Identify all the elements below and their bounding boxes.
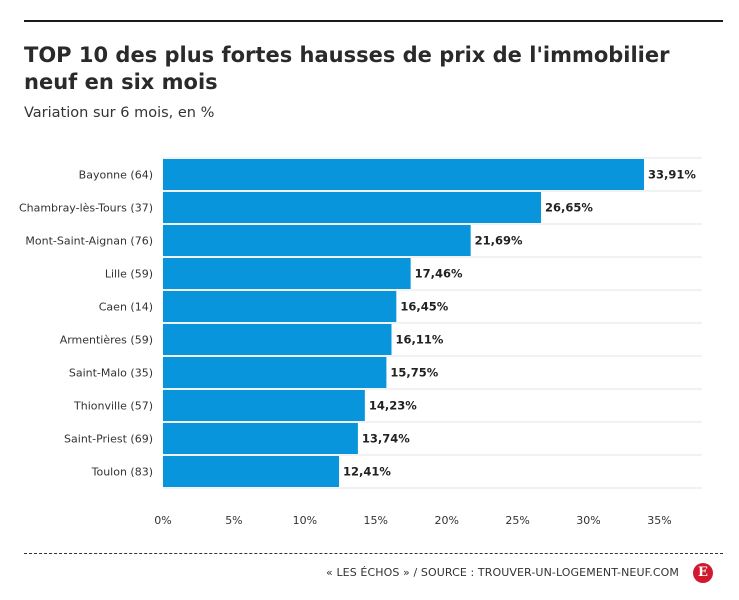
category-label: Caen (14) xyxy=(99,301,153,314)
category-label: Lille (59) xyxy=(105,268,153,281)
data-label: 13,74% xyxy=(362,432,410,446)
bar xyxy=(163,357,387,388)
bar-chart: Bayonne (64) 33,91% Chambray-lès-Tours (37… xyxy=(19,157,702,527)
x-tick-label: 0% xyxy=(154,514,171,527)
data-label: 12,41% xyxy=(343,465,391,479)
x-tick-label: 20% xyxy=(434,514,458,527)
category-label: Mont-Saint-Aignan (76) xyxy=(25,235,153,248)
top-rule xyxy=(24,20,723,22)
footer-rule xyxy=(24,553,723,554)
category-label: Saint-Malo (35) xyxy=(69,367,153,380)
bar xyxy=(163,456,340,487)
source-note: « LES ÉCHOS » / SOURCE : TROUVER-UN-LOGE… xyxy=(326,566,679,579)
data-label: 17,46% xyxy=(415,267,463,281)
x-tick-label: 10% xyxy=(293,514,317,527)
bar xyxy=(163,291,397,322)
x-tick-label: 15% xyxy=(364,514,388,527)
x-tick-label: 25% xyxy=(505,514,529,527)
data-label: 16,11% xyxy=(396,333,444,347)
bar xyxy=(163,390,365,421)
chart-subtitle: Variation sur 6 mois, en % xyxy=(24,105,215,121)
bar xyxy=(163,225,471,256)
x-tick-label: 35% xyxy=(647,514,671,527)
category-label: Saint-Priest (69) xyxy=(64,433,153,446)
bar xyxy=(163,159,644,190)
data-label: 14,23% xyxy=(369,399,417,413)
chart-title: TOP 10 des plus fortes hausses de prix d… xyxy=(24,43,670,94)
category-label: Thionville (57) xyxy=(73,400,153,413)
category-label: Toulon (83) xyxy=(91,466,153,479)
bar xyxy=(163,192,542,223)
data-label: 15,75% xyxy=(390,366,438,380)
category-label: Bayonne (64) xyxy=(79,169,153,182)
les-echos-logo: E xyxy=(693,563,713,583)
x-tick-label: 30% xyxy=(576,514,600,527)
category-label: Chambray-lès-Tours (37) xyxy=(19,202,153,215)
bar xyxy=(163,324,392,355)
category-label: Armentières (59) xyxy=(60,334,153,347)
bar xyxy=(163,258,411,289)
bar xyxy=(163,423,358,454)
data-label: 26,65% xyxy=(545,201,593,215)
x-tick-label: 5% xyxy=(225,514,242,527)
data-label: 16,45% xyxy=(400,300,448,314)
data-label: 21,69% xyxy=(475,234,523,248)
data-label: 33,91% xyxy=(648,168,696,182)
